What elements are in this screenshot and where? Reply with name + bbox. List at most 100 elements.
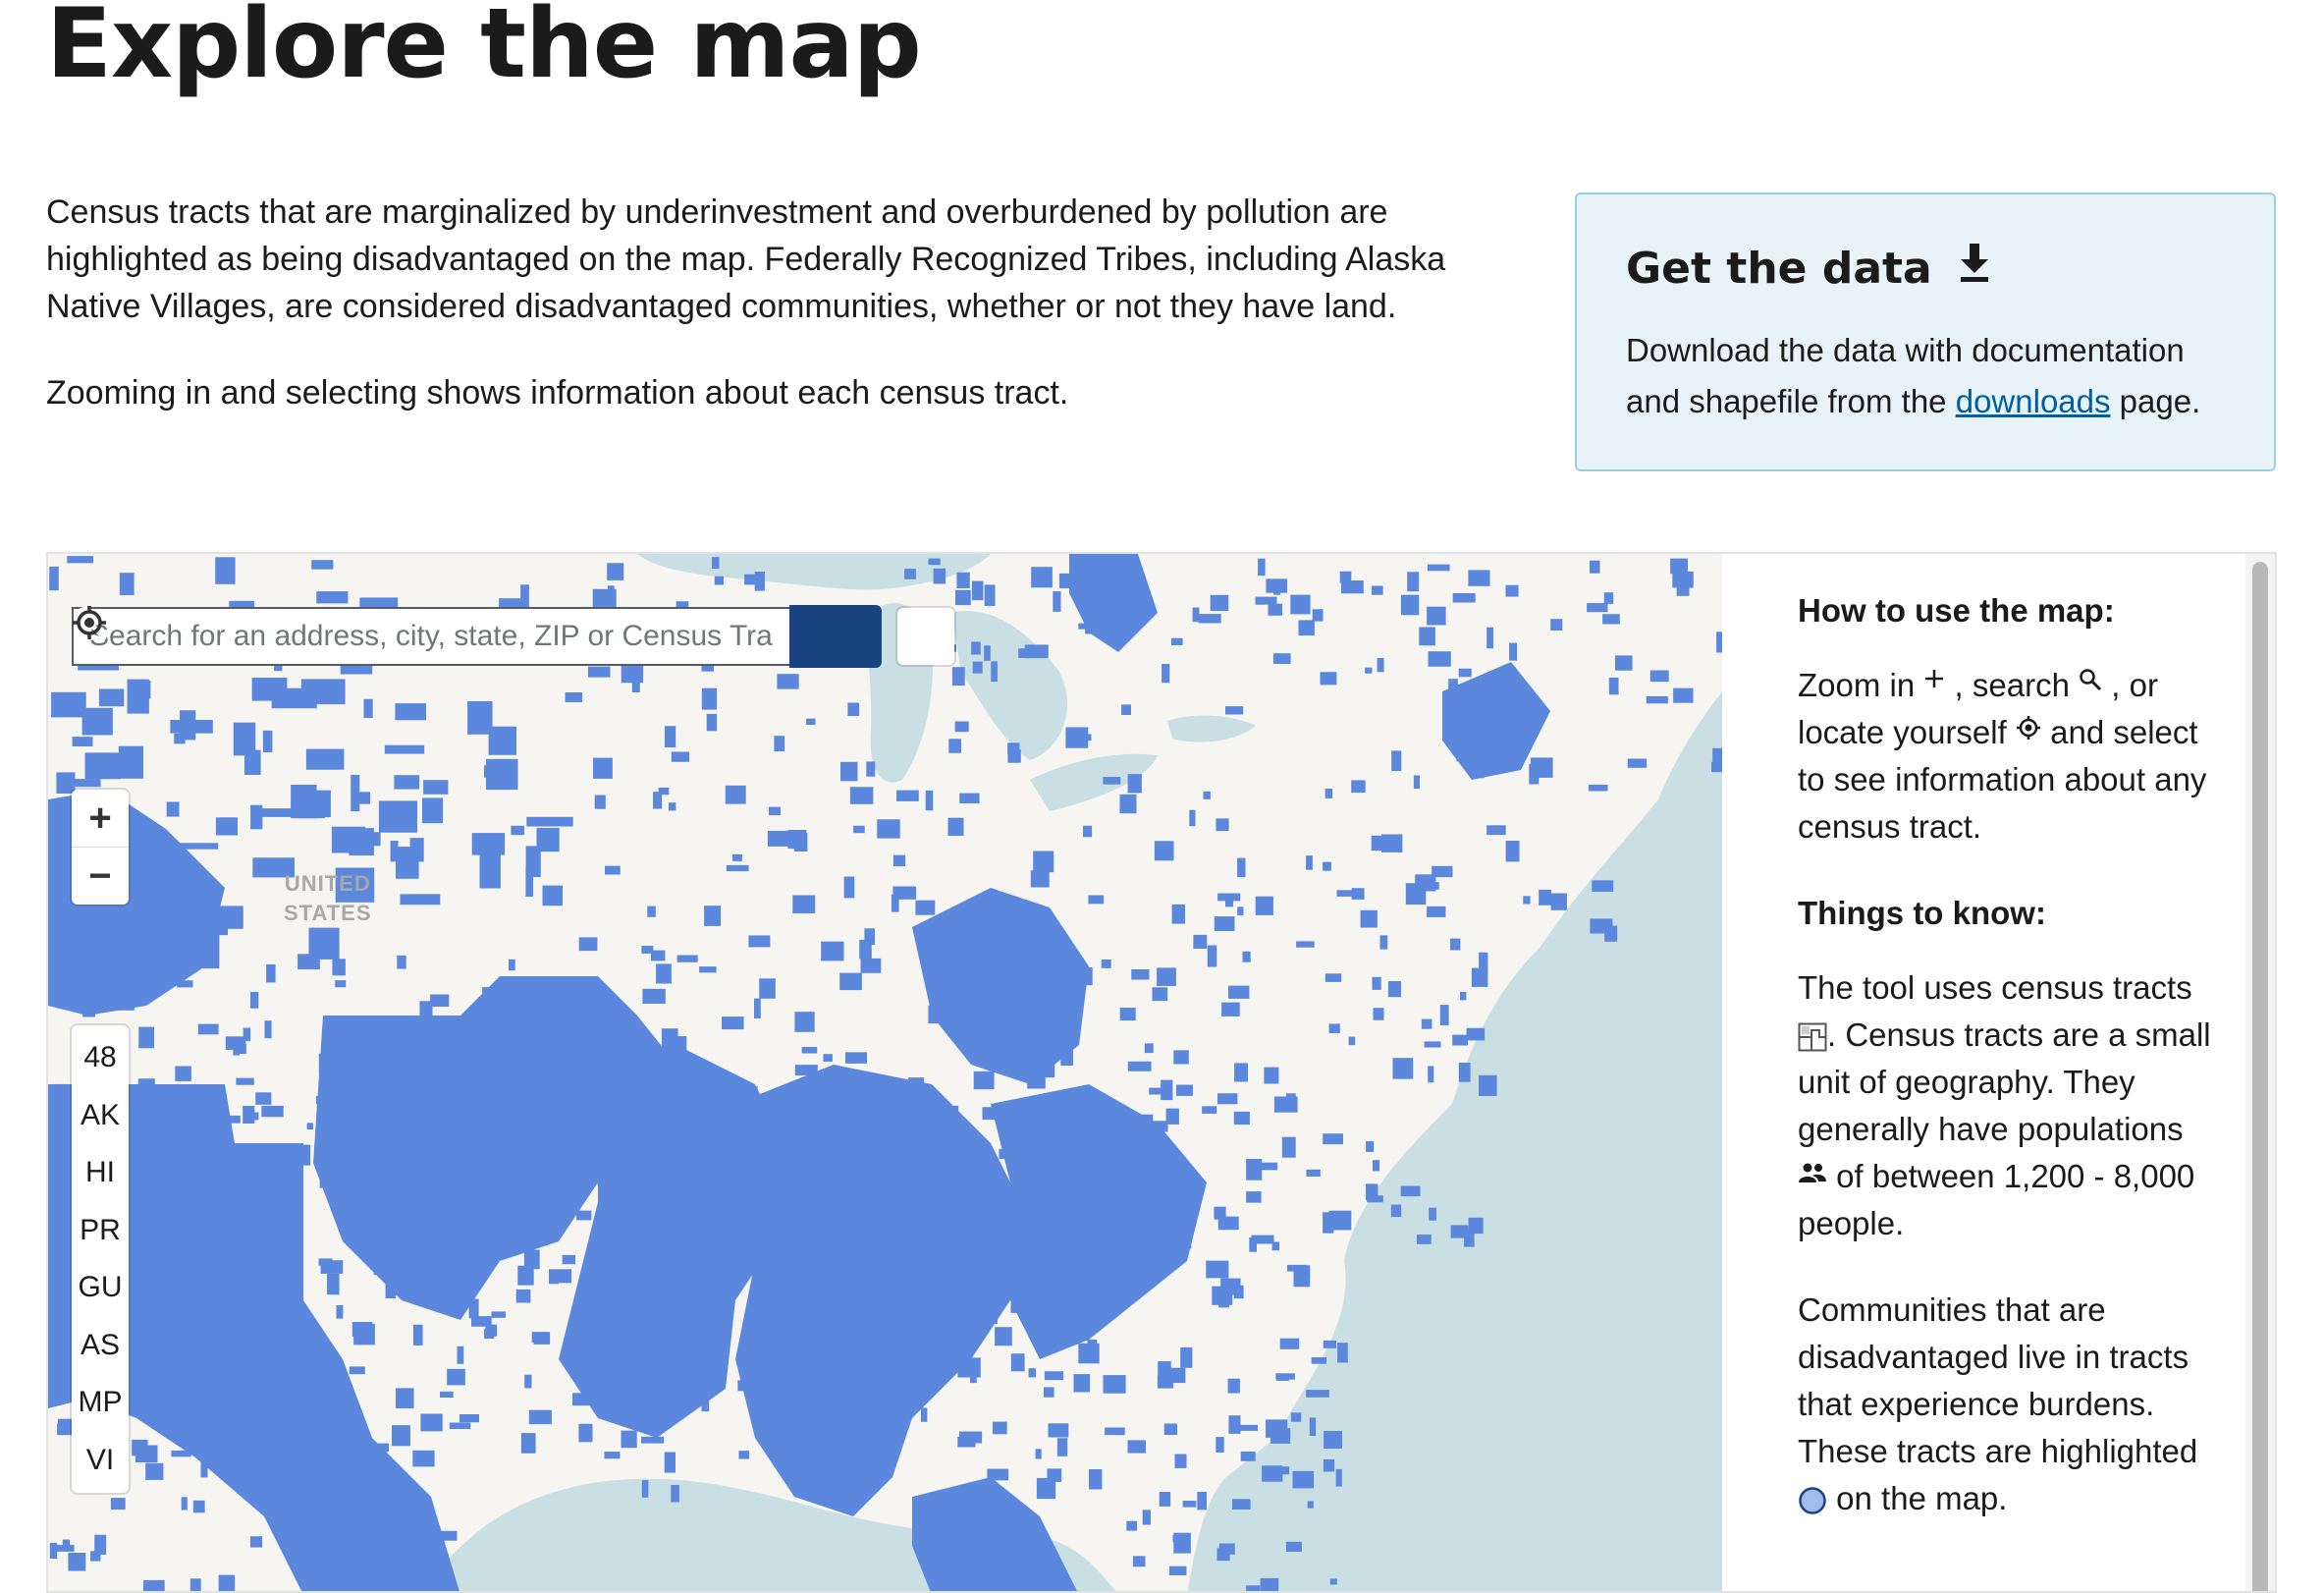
zoom-out-button[interactable]: − <box>72 847 129 905</box>
tract-cell <box>1505 584 1519 597</box>
tract-cell <box>65 779 101 788</box>
tract-cell <box>1037 1063 1055 1078</box>
tract-cell <box>1088 895 1105 905</box>
tract-cell <box>250 1431 257 1452</box>
tract-cell <box>823 1054 833 1062</box>
tract-cell <box>1031 567 1053 588</box>
tract-cell <box>53 1545 75 1552</box>
tract-cell <box>112 1000 135 1011</box>
tract-cell <box>394 775 420 790</box>
tract-cell <box>1608 677 1619 695</box>
locate-me-button[interactable] <box>73 606 954 665</box>
tract-cell <box>1173 1532 1191 1554</box>
info-panel-scrollbar[interactable] <box>2245 554 2275 1591</box>
tract-cell <box>420 1413 443 1432</box>
tract-cell <box>587 666 611 678</box>
locate-icon <box>2016 716 2040 740</box>
tract-cell <box>744 574 759 585</box>
tract-cell <box>437 1530 458 1541</box>
tract-cell <box>61 1187 70 1196</box>
tract-cell <box>1182 1501 1197 1508</box>
territory-button-hi[interactable]: HI <box>85 1156 115 1189</box>
tract-cell <box>748 935 771 948</box>
tract-cell <box>413 1324 423 1346</box>
tract-cell <box>1127 774 1142 794</box>
tract-cell <box>1033 851 1054 873</box>
tract-cell <box>1249 1236 1257 1252</box>
territory-button-gu[interactable]: GU <box>78 1271 123 1304</box>
tract-cell <box>707 1370 715 1383</box>
tract-cell <box>763 1406 773 1418</box>
tract-cell <box>362 1458 377 1475</box>
tract-cell <box>856 1297 876 1317</box>
scrollbar-thumb[interactable] <box>2252 562 2268 1591</box>
tract-cell <box>62 1315 74 1326</box>
tract-cell <box>1010 1293 1032 1313</box>
tract-cell <box>1214 916 1235 931</box>
tract-cell <box>704 906 722 926</box>
tract-cell <box>1505 841 1520 862</box>
tract-cell <box>345 1511 366 1524</box>
tract-cell <box>1197 1492 1207 1511</box>
tract-cell <box>1307 1501 1314 1509</box>
tract-cell <box>1309 1417 1317 1436</box>
search-button[interactable] <box>74 605 882 668</box>
tract-cell <box>1279 1338 1300 1349</box>
intro-text: Census tracts that are marginalized by u… <box>46 189 1543 456</box>
tract-cell <box>828 1338 842 1358</box>
tract-cell <box>243 1027 251 1042</box>
tract-cell <box>915 900 936 915</box>
territory-button-as[interactable]: AS <box>80 1328 121 1361</box>
tract-cell <box>1018 648 1034 658</box>
tract-cell <box>513 1241 523 1249</box>
tract-cell <box>653 792 663 809</box>
tract-cell <box>1225 706 1244 715</box>
tract-cell <box>384 744 425 754</box>
tract-cell <box>525 866 533 898</box>
tract-cell <box>710 1219 730 1241</box>
tract-cell <box>214 1178 228 1185</box>
tract-cell <box>1102 1295 1118 1304</box>
tract-cell <box>180 710 196 741</box>
tract-cell <box>722 1016 744 1030</box>
tract-cell <box>1365 667 1373 674</box>
tract-cell <box>486 758 518 791</box>
tract-cell <box>865 1257 882 1271</box>
tract-cell <box>57 1418 81 1430</box>
tract-cell <box>820 1069 838 1090</box>
tract-cell <box>860 958 882 973</box>
tract-cell <box>397 955 406 969</box>
tract-cell <box>315 1560 337 1568</box>
tract-cell <box>131 1181 152 1200</box>
tract-cell <box>895 1429 904 1437</box>
tract-cell <box>197 1023 219 1035</box>
tract-cell <box>255 1092 272 1105</box>
tract-cell <box>622 1292 646 1309</box>
tract-cell <box>924 1235 941 1252</box>
tract-cell <box>1083 825 1093 838</box>
territory-button-ak[interactable]: AK <box>80 1098 121 1131</box>
tract-cell <box>482 987 505 994</box>
tract-cell <box>1043 988 1056 999</box>
tract-cell <box>1035 1449 1042 1459</box>
zoom-in-button[interactable]: + <box>88 796 112 840</box>
tract-cell <box>669 802 676 811</box>
tract-cell <box>1458 668 1472 678</box>
tract-cell <box>1149 1087 1168 1095</box>
tract-cell <box>1539 889 1551 906</box>
territory-button-mp[interactable]: MP <box>78 1386 123 1419</box>
search-input[interactable] <box>72 607 791 666</box>
tract-cell <box>55 1275 70 1282</box>
tract-cell <box>266 1173 290 1186</box>
tract-cell <box>699 1381 716 1393</box>
tract-cell <box>225 1036 246 1051</box>
territory-button-vi[interactable]: VI <box>85 1443 115 1476</box>
territory-button-48[interactable]: 48 <box>83 1041 117 1074</box>
tract-cell <box>1156 843 1167 851</box>
tract-cell <box>759 978 776 999</box>
downloads-link[interactable]: downloads <box>1955 383 2111 419</box>
territory-button-pr[interactable]: PR <box>80 1213 121 1246</box>
tract-cell <box>778 1303 797 1324</box>
map-canvas[interactable]: + − UNITED STATES 48 AK HI PR GU AS MP V… <box>48 554 1722 1591</box>
tract-cell <box>1523 896 1531 905</box>
